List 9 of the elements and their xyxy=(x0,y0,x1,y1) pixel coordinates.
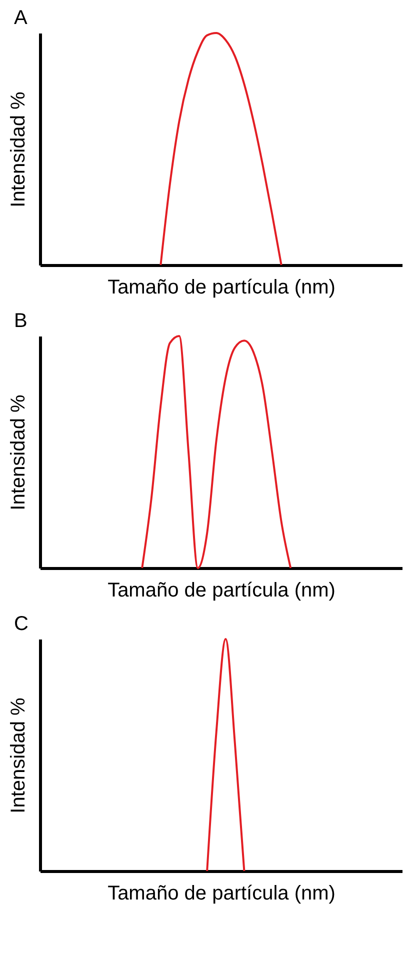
y-axis-title: Intensidad % xyxy=(8,91,30,208)
y-axis-title: Intensidad % xyxy=(8,394,30,510)
x-axis-title: Tamaño de partícula (nm) xyxy=(108,580,336,602)
chart-title: B xyxy=(14,310,28,332)
chart-title: C xyxy=(14,613,28,635)
x-axis-title: Tamaño de partícula (nm) xyxy=(108,276,336,298)
x-axis-title: Tamaño de partícula (nm) xyxy=(108,882,336,904)
y-axis-title: Intensidad % xyxy=(8,697,30,814)
chart-title: A xyxy=(14,7,28,29)
